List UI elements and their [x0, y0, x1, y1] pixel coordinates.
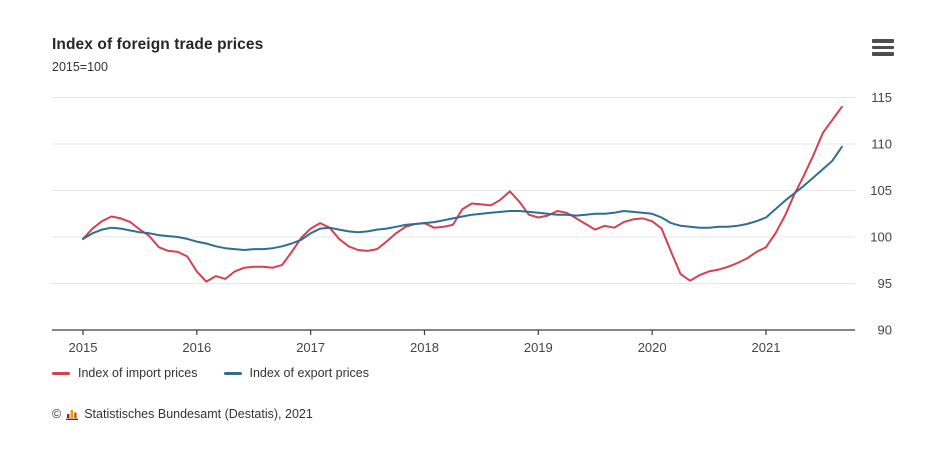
svg-text:2019: 2019 — [524, 340, 553, 355]
copyright-symbol: © — [52, 407, 62, 421]
svg-text:2021: 2021 — [752, 340, 781, 355]
export-line-swatch-icon — [223, 371, 242, 375]
svg-text:2017: 2017 — [296, 340, 325, 355]
svg-text:110: 110 — [871, 137, 892, 152]
svg-text:95: 95 — [878, 276, 892, 291]
destatis-bar-chart-logo-icon — [66, 410, 79, 420]
menu-bar — [872, 39, 894, 43]
svg-text:2018: 2018 — [410, 340, 439, 355]
legend-item-import-prices[interactable]: Index of import prices — [52, 366, 198, 380]
svg-text:90: 90 — [878, 323, 892, 338]
svg-text:2015: 2015 — [69, 340, 98, 355]
svg-text:2016: 2016 — [182, 340, 211, 355]
import-line-swatch-icon — [52, 371, 70, 375]
legend: Index of import prices Index of export p… — [52, 366, 369, 380]
svg-text:115: 115 — [871, 90, 892, 105]
chart-subtitle: 2015=100 — [52, 60, 108, 74]
svg-text:100: 100 — [870, 230, 892, 245]
svg-text:105: 105 — [870, 183, 892, 198]
menu-bar — [872, 45, 894, 50]
source-attribution: Statistisches Bundesamt (Destatis), 2021 — [84, 407, 313, 421]
hamburger-menu-icon[interactable] — [872, 39, 894, 56]
legend-label-export: Index of export prices — [249, 366, 370, 380]
legend-label-import: Index of import prices — [78, 366, 198, 380]
menu-bar — [872, 52, 894, 56]
legend-item-export-prices[interactable]: Index of export prices — [223, 366, 370, 380]
copyright-note: © Statistisches Bundesamt (Destatis), 20… — [52, 407, 313, 421]
page-title: Index of foreign trade prices — [52, 36, 264, 53]
svg-text:2020: 2020 — [638, 340, 667, 355]
